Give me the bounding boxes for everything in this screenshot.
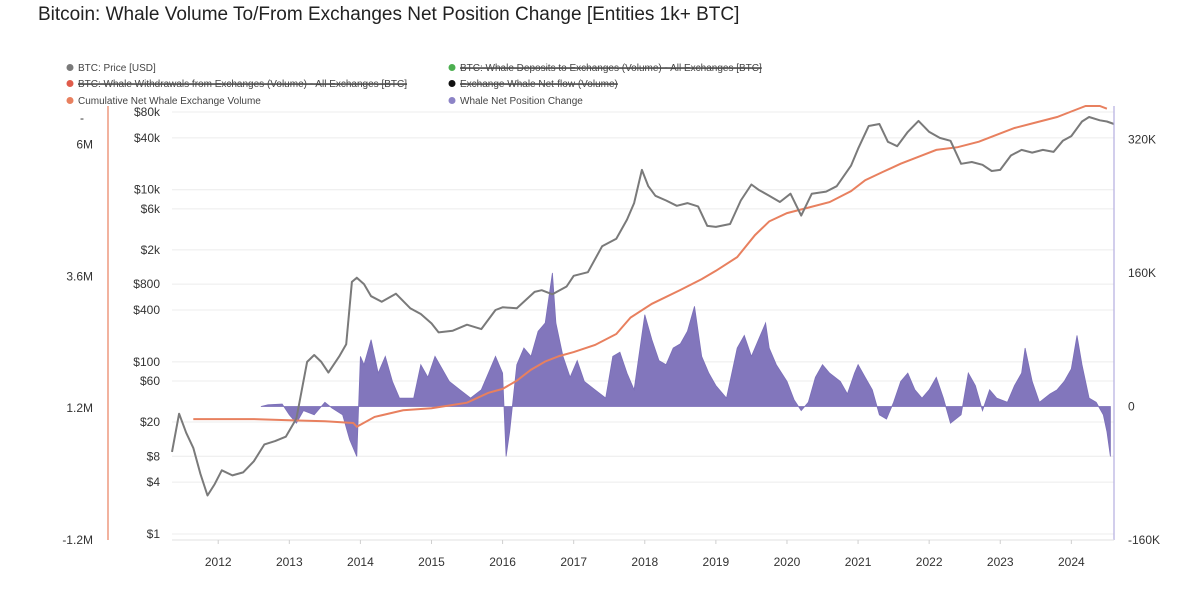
price-tick-label: $800 <box>133 277 160 291</box>
x-tick-label: 2020 <box>774 555 801 569</box>
price-tick-label: $2k <box>141 243 161 257</box>
price-tick-label: $80k <box>134 105 161 119</box>
price-tick-label: $60 <box>140 374 160 388</box>
price-line <box>171 116 1115 497</box>
x-tick-label: 2022 <box>916 555 943 569</box>
price-tick-label: $400 <box>133 303 160 317</box>
price-tick-label: $8 <box>147 449 161 463</box>
net-position-area <box>260 272 1111 457</box>
axes: 6M 3.6M 1.2M -1.2M - $80k $40k $10k $6k $2k $800 $4… <box>62 105 1160 569</box>
right-tick-label: 320K <box>1128 132 1156 146</box>
x-tick-label: 2013 <box>276 555 303 569</box>
price-tick-label: $4 <box>147 475 161 489</box>
x-tick-label: 2021 <box>845 555 872 569</box>
price-tick-label: $20 <box>140 415 160 429</box>
legend-marker <box>66 64 74 71</box>
legend-label: Exchange Whale Net-flow (Volume) <box>460 79 618 90</box>
legend-marker <box>448 64 456 71</box>
chart-title: Bitcoin: Whale Volume To/From Exchanges … <box>38 4 740 25</box>
left-outer-tick-label: 1.2M <box>66 401 93 415</box>
x-tick-label: 2016 <box>489 555 516 569</box>
legend-label: Cumulative Net Whale Exchange Volume <box>78 96 261 107</box>
x-tick-label: 2018 <box>631 555 658 569</box>
price-tick-label: $100 <box>133 355 160 369</box>
legend-marker <box>448 80 456 87</box>
left-outer-dash: - <box>80 111 84 125</box>
legend-label: BTC: Price [USD] <box>78 63 156 74</box>
x-tick-label: 2024 <box>1058 555 1085 569</box>
legend-label: BTC: Whale Withdrawals from Exchanges (V… <box>78 79 407 90</box>
legend-marker <box>66 80 74 87</box>
cumulative-series <box>193 105 1108 429</box>
x-tick-label: 2019 <box>703 555 730 569</box>
x-tick-label: 2023 <box>987 555 1014 569</box>
cumulative-line <box>193 105 1108 429</box>
x-tick-label: 2015 <box>418 555 445 569</box>
legend-marker <box>66 97 74 104</box>
net-position-series <box>260 272 1111 457</box>
left-outer-tick-label: 3.6M <box>66 269 93 283</box>
x-tick-label: 2012 <box>205 555 232 569</box>
price-tick-label: $6k <box>141 202 161 216</box>
legend-label: Whale Net Position Change <box>460 96 583 107</box>
left-outer-tick-label: -1.2M <box>62 533 93 547</box>
right-tick-label: -160K <box>1128 533 1160 547</box>
price-tick-label: $1 <box>147 527 161 541</box>
left-outer-tick-label: 6M <box>76 137 93 151</box>
price-tick-label: $10k <box>134 183 161 197</box>
legend-marker <box>448 97 456 104</box>
price-series <box>171 116 1115 497</box>
x-tick-label: 2014 <box>347 555 374 569</box>
legend: BTC: Price [USD] BTC: Whale Deposits to E… <box>66 63 762 107</box>
right-tick-label: 0 <box>1128 399 1135 413</box>
price-tick-label: $40k <box>134 131 161 145</box>
right-tick-label: 160K <box>1128 266 1156 280</box>
legend-label: BTC: Whale Deposits to Exchanges (Volume… <box>460 63 762 74</box>
x-tick-label: 2017 <box>560 555 587 569</box>
